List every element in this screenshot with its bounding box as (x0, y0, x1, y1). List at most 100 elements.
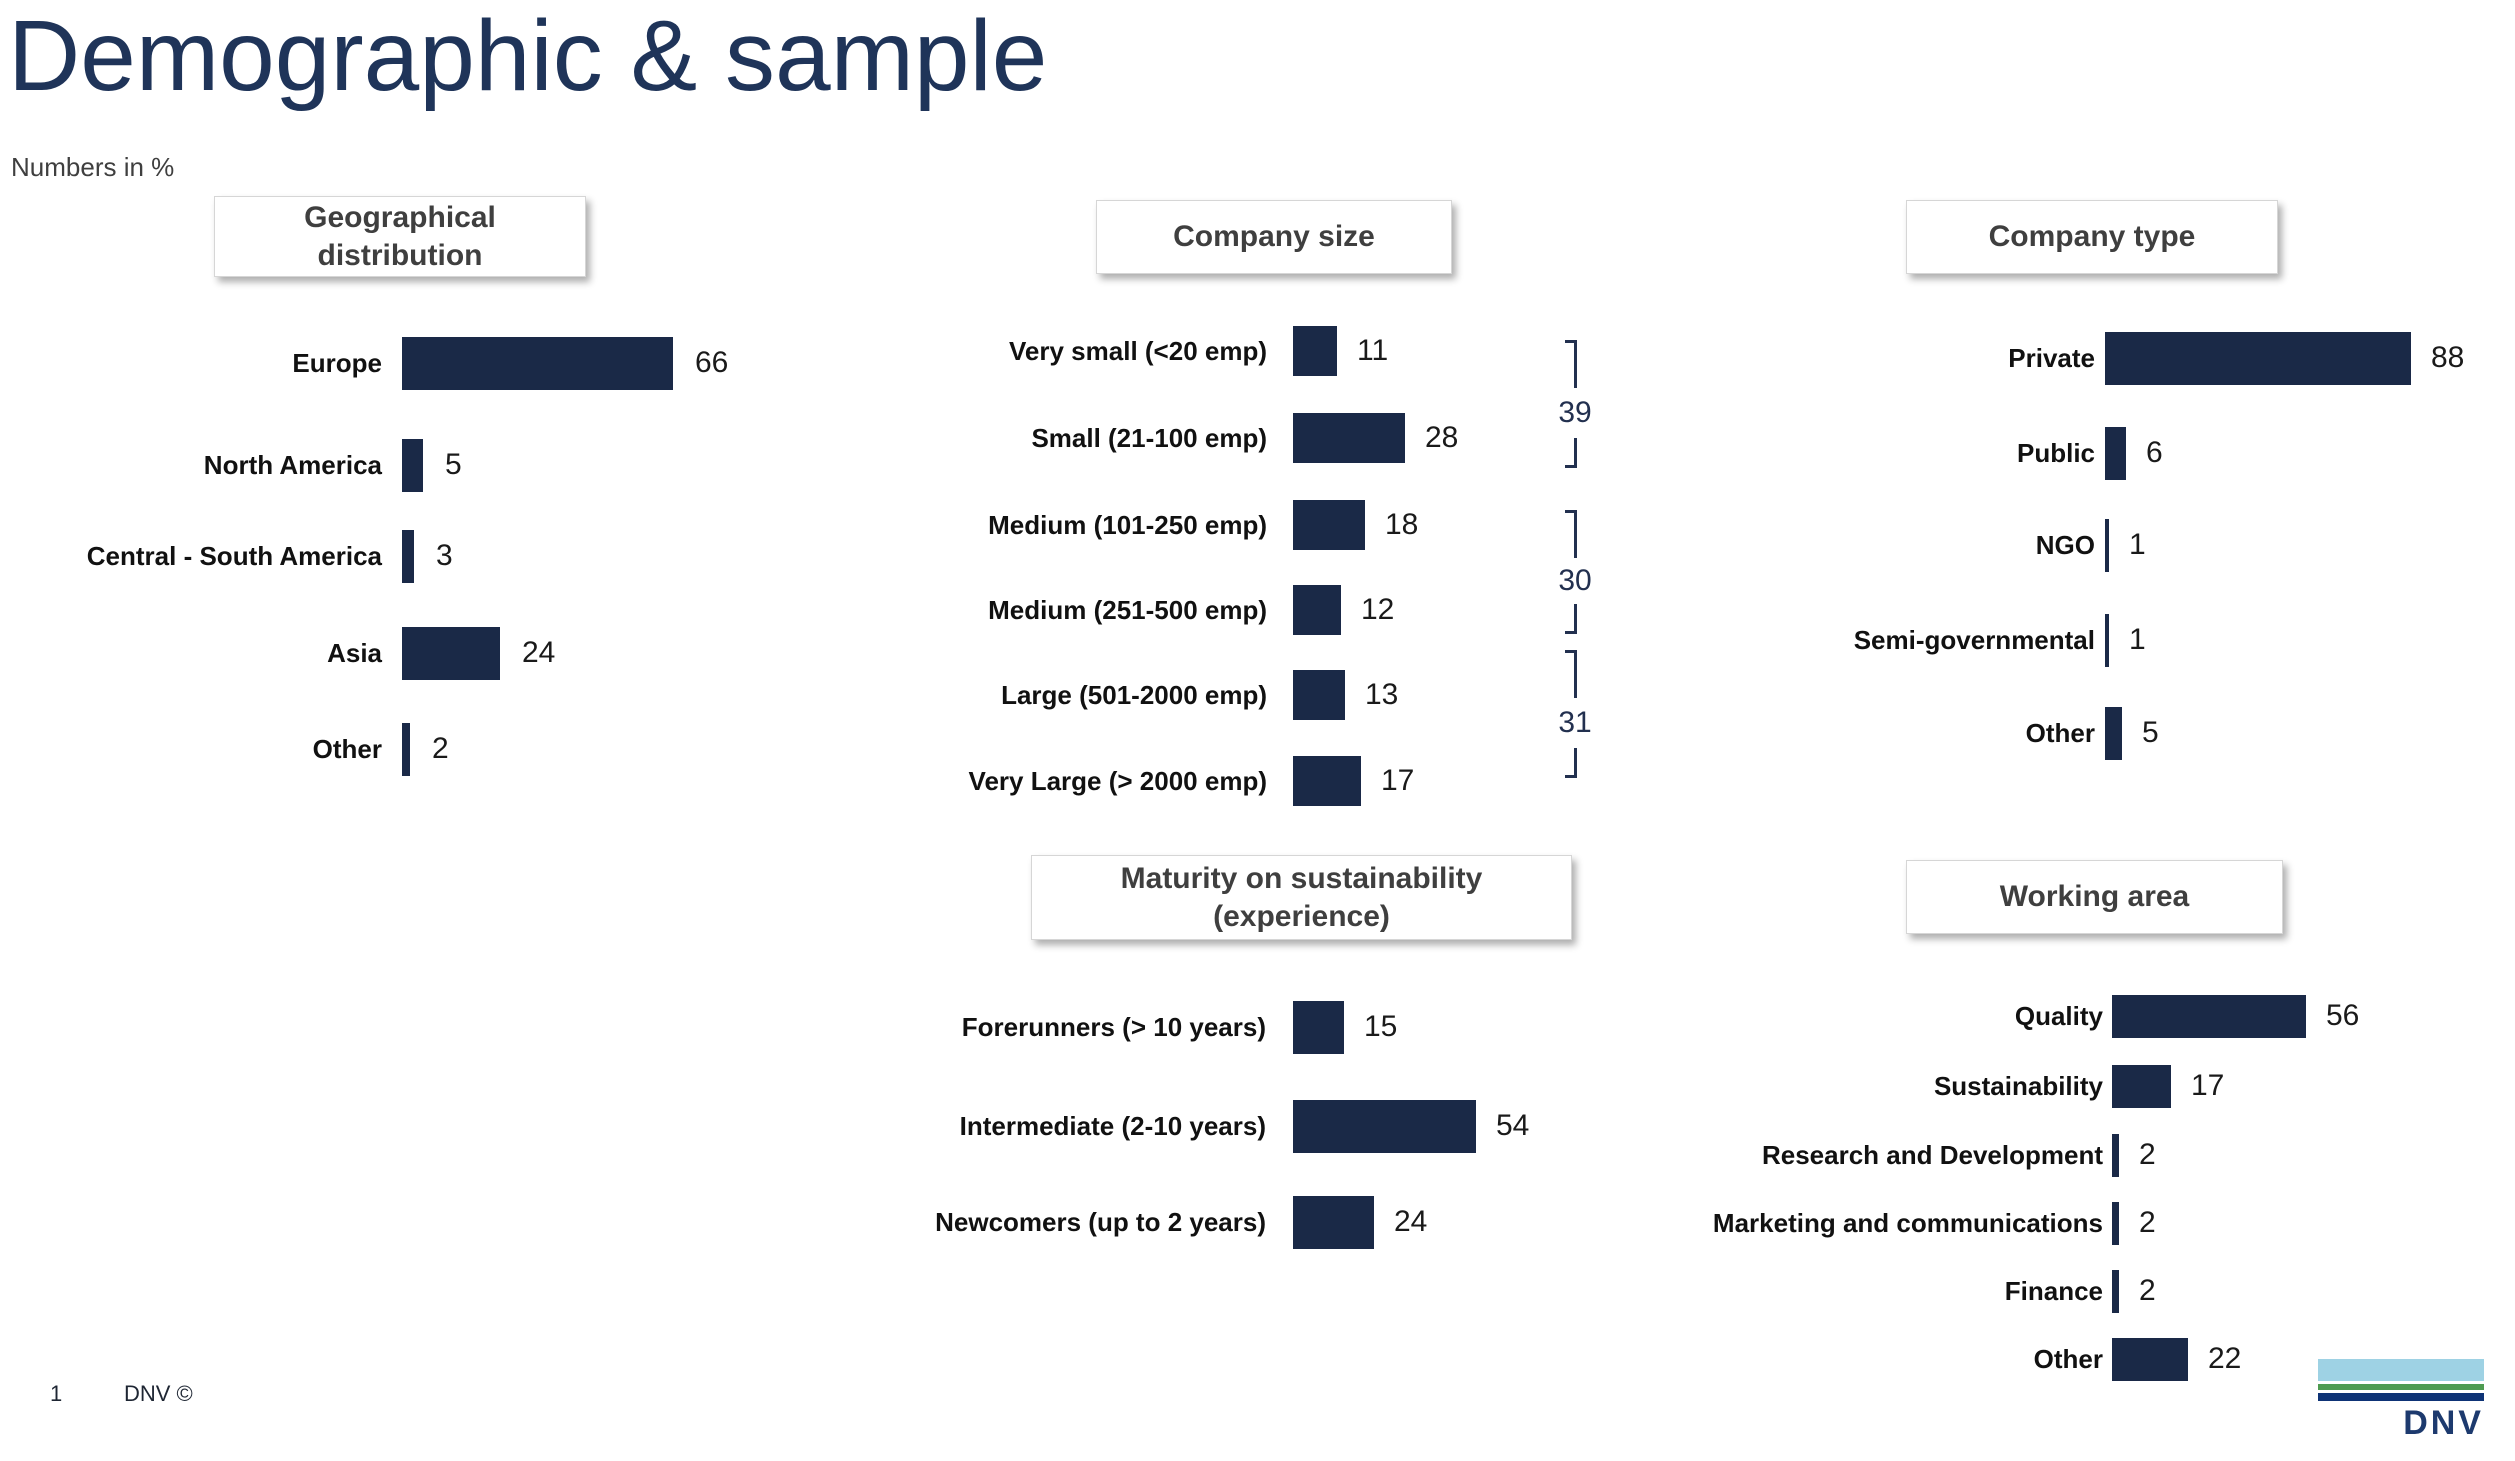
logo-stripe-green-icon (2318, 1384, 2484, 1390)
bracket-top-segment (1565, 340, 1577, 388)
bar-label: Europe (292, 348, 382, 378)
bar (1293, 756, 1361, 806)
chart-title-box: Company size (1096, 200, 1452, 274)
value-label: 5 (445, 448, 462, 481)
bar-label: Finance (2004, 1276, 2103, 1306)
bar (2105, 427, 2126, 480)
value-label: 3 (436, 539, 453, 572)
bar-label: Central - South America (86, 541, 382, 571)
bar (2112, 1338, 2188, 1381)
value-label: 2 (2139, 1274, 2156, 1307)
bracket-bottom-segment (1565, 604, 1577, 634)
bar (2105, 519, 2109, 572)
chart-title: Company type (1988, 220, 2196, 253)
value-label: 12 (1361, 593, 1395, 626)
value-label: 56 (2326, 999, 2360, 1032)
bracket-top-segment (1565, 510, 1577, 558)
bar-label: Semi-governmental (1853, 625, 2095, 655)
group-bracket: 39 (1520, 340, 1630, 468)
logo-stripe-navy-icon (2318, 1393, 2484, 1401)
bar-label: North America (203, 450, 382, 480)
bar-label: Sustainability (1933, 1071, 2103, 1101)
bar (402, 723, 410, 776)
bracket-group-label: 31 (1558, 706, 1592, 739)
value-label: 17 (2191, 1069, 2225, 1102)
value-label: 2 (2139, 1206, 2156, 1239)
bar-label: Very small (<20 emp) (1009, 336, 1267, 366)
value-label: 66 (695, 346, 729, 379)
bar (1293, 1100, 1476, 1153)
bar-label: Private (2008, 343, 2095, 373)
bar (1293, 1001, 1344, 1054)
bracket-bottom-segment (1565, 438, 1577, 468)
value-label: 13 (1365, 678, 1399, 711)
chart-title-box: Company type (1906, 200, 2278, 274)
group-bracket: 31 (1520, 650, 1630, 778)
value-label: 5 (2142, 716, 2159, 749)
bar-label: Large (501-2000 emp) (1001, 680, 1267, 710)
bar-label: Very Large (> 2000 emp) (968, 766, 1267, 796)
bracket-top-segment (1565, 650, 1577, 698)
chart-title-box: Working area (1906, 860, 2283, 934)
bracket-group-label: 39 (1558, 396, 1592, 429)
bar-label: Other (2025, 718, 2095, 748)
bar-label: NGO (2035, 530, 2095, 560)
value-label: 24 (1394, 1205, 1428, 1238)
bar-label: Other (312, 734, 382, 764)
value-label: 1 (2129, 623, 2146, 656)
bar-label: Forerunners (> 10 years) (961, 1012, 1266, 1042)
bar-label: Other (2033, 1344, 2103, 1374)
value-label: 24 (522, 636, 556, 669)
value-label: 17 (1381, 764, 1415, 797)
bar (1293, 1196, 1374, 1249)
value-label: 15 (1364, 1010, 1398, 1043)
value-label: 1 (2129, 528, 2146, 561)
bar (1293, 326, 1337, 376)
bar (2112, 1065, 2171, 1108)
bar (2112, 995, 2306, 1038)
bar (1293, 585, 1341, 635)
copyright-text: DNV © (124, 1381, 193, 1406)
bar (402, 439, 423, 492)
bar-label: Asia (327, 638, 382, 668)
logo-wordmark: DNV (2403, 1404, 2484, 1442)
chart-title: Geographical distribution (304, 200, 496, 272)
value-label: 22 (2208, 1342, 2242, 1375)
bar (402, 627, 500, 680)
bar (1293, 413, 1405, 463)
value-label: 28 (1425, 421, 1459, 454)
value-label: 54 (1496, 1109, 1530, 1142)
chart-title: Working area (1999, 880, 2190, 913)
value-label: 11 (1357, 334, 1389, 367)
chart-title-box: Maturity on sustainability (experience) (1031, 855, 1572, 940)
bar (2105, 332, 2411, 385)
bar-label: Research and Development (1761, 1140, 2103, 1170)
bar-label: Small (21-100 emp) (1031, 423, 1267, 453)
logo-stripe-skyblue-icon (2318, 1359, 2484, 1381)
bar (2112, 1270, 2119, 1313)
bar-label: Public (2016, 438, 2095, 468)
bar-label: Medium (101-250 emp) (988, 510, 1267, 540)
chart-title-box: Geographical distribution (214, 196, 586, 277)
bar (2105, 614, 2109, 667)
bar (1293, 670, 1345, 720)
bar (2112, 1134, 2119, 1177)
bracket-bottom-segment (1565, 748, 1577, 778)
bar (1293, 500, 1365, 550)
bar-label: Intermediate (2-10 years) (959, 1111, 1266, 1141)
bar-label: Medium (251-500 emp) (988, 595, 1267, 625)
bar-label: Newcomers (up to 2 years) (935, 1207, 1266, 1237)
value-label: 88 (2431, 341, 2465, 374)
dnv-logo: DNV (2318, 1359, 2484, 1440)
value-label: 2 (432, 732, 449, 765)
value-label: 18 (1385, 508, 1419, 541)
bar-label: Quality (2014, 1001, 2103, 1031)
bar (402, 530, 414, 583)
page-subtitle: Numbers in % (11, 152, 175, 182)
page-number: 1 (50, 1381, 63, 1406)
